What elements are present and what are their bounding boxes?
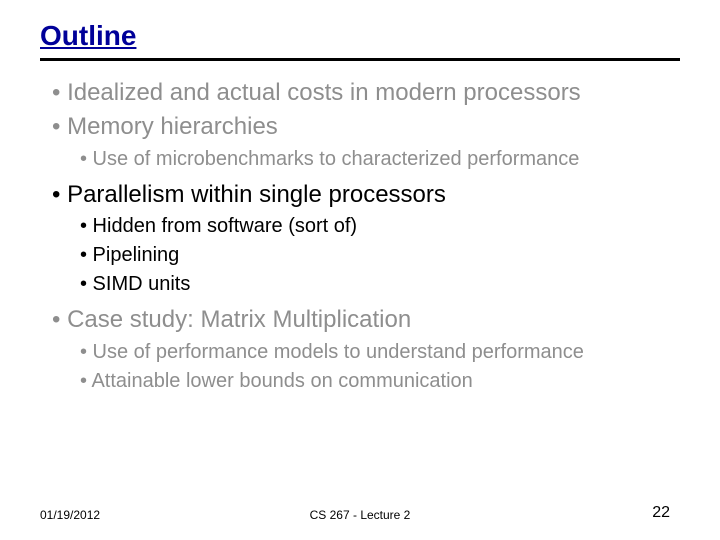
title-underline-rule — [40, 58, 680, 61]
bullet-level-1: • Case study: Matrix Multiplication — [52, 304, 690, 336]
bullet-level-2: • Attainable lower bounds on communicati… — [80, 368, 690, 395]
bullet-level-2: • Use of microbenchmarks to characterize… — [80, 146, 690, 173]
title-wrap: Outline — [40, 20, 680, 52]
bullet-level-2: • SIMD units — [80, 271, 690, 298]
slide-title: Outline — [40, 20, 136, 51]
bullet-level-2: • Pipelining — [80, 242, 690, 269]
footer-center: CS 267 - Lecture 2 — [0, 508, 720, 522]
bullet-level-1: • Parallelism within single processors — [52, 179, 690, 211]
bullet-level-1: • Idealized and actual costs in modern p… — [52, 77, 690, 109]
bullet-level-2: • Hidden from software (sort of) — [80, 213, 690, 240]
slide-content: • Idealized and actual costs in modern p… — [0, 77, 720, 395]
bullet-level-1: • Memory hierarchies — [52, 111, 690, 143]
slide: Outline • Idealized and actual costs in … — [0, 0, 720, 540]
bullet-level-2: • Use of performance models to understan… — [80, 339, 690, 366]
footer-page-number: 22 — [652, 504, 670, 522]
